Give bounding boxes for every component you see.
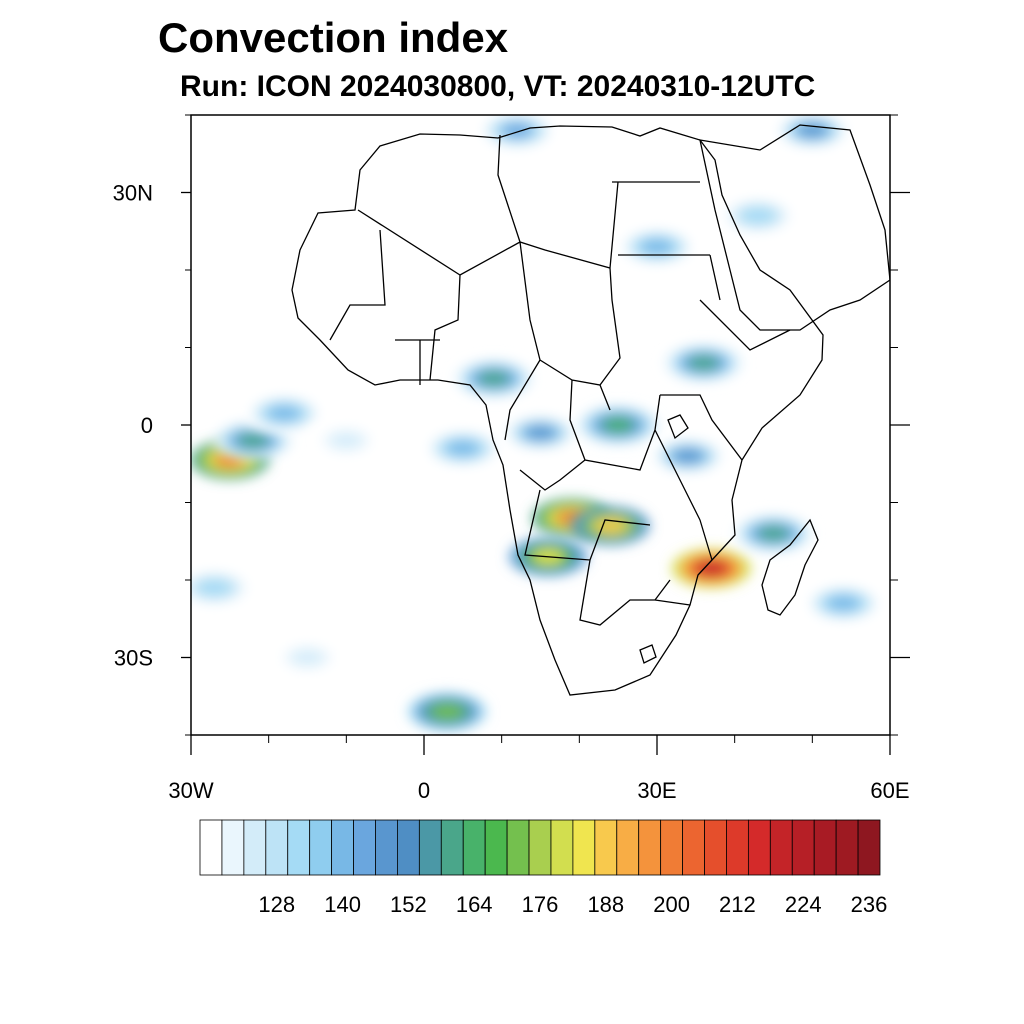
colorbar-swatch [791, 819, 815, 876]
colorbar-label: 236 [851, 892, 888, 917]
convection-cell [244, 393, 325, 434]
colorbar-swatch [813, 819, 837, 876]
lesotho [639, 644, 657, 664]
lake-victoria [667, 414, 689, 440]
colorbar-swatch [857, 819, 881, 876]
lat-tick-label: 0 [141, 413, 153, 438]
convection-cell [671, 548, 752, 589]
lon-tick-label: 30W [168, 778, 213, 803]
colorbar-swatch [221, 819, 245, 876]
convection-cell [407, 691, 488, 732]
colorbar-swatch [638, 819, 662, 876]
colorbar-swatch [747, 819, 771, 876]
colorbar-swatch [397, 819, 420, 876]
colorbar-label: 188 [587, 892, 624, 917]
colorbar-swatch [309, 819, 333, 876]
chart-title: Convection index [158, 14, 509, 61]
colorbar-swatch [484, 819, 508, 876]
colorbar-swatch [594, 819, 618, 876]
convection-cell [477, 115, 558, 151]
run-subtitle: Run: ICON 2024030800, VT: 20240310-12UTC [180, 70, 816, 103]
colorbar-label: 152 [390, 892, 427, 917]
colorbar-swatch [440, 819, 464, 876]
colorbar-label: 128 [258, 892, 295, 917]
colorbar-label: 164 [456, 892, 493, 917]
convection-cell [663, 343, 744, 383]
colorbar-swatch [660, 819, 683, 876]
colorbar-swatch [375, 819, 398, 876]
convection-cell [570, 505, 651, 546]
colorbar-swatch [528, 819, 552, 876]
colorbar-swatch [265, 819, 289, 876]
colorbar: 128 140 152 164 176 188 200 212 224 236 [199, 819, 888, 917]
colorbar-label: 140 [324, 892, 361, 917]
colorbar-swatch [243, 819, 267, 876]
lon-tick-label: 60E [870, 778, 909, 803]
colorbar-swatch [769, 819, 793, 876]
axis-ticks: 30N 0 30S 30W 0 30E 60E [113, 114, 910, 803]
convection-cell [306, 420, 387, 461]
convection-cell [191, 567, 255, 608]
convection-cell [267, 637, 348, 678]
convection-cell [717, 195, 798, 236]
coastlines-borders [291, 124, 890, 696]
colorbar-swatch [572, 819, 596, 876]
colorbar-label: 176 [522, 892, 559, 917]
convection-cell [500, 412, 581, 453]
convection-cell [617, 226, 697, 267]
colorbar-swatch [682, 819, 705, 876]
lat-tick-label: 30N [113, 181, 153, 206]
colorbar-swatch [616, 819, 640, 876]
madagascar-outline [761, 518, 819, 616]
colorbar-swatch [331, 819, 354, 876]
lon-tick-label: 30E [637, 778, 676, 803]
convection-cell [803, 583, 884, 624]
lat-tick-label: 30S [114, 646, 153, 671]
colorbar-swatch [550, 819, 574, 876]
country-borders [329, 134, 791, 626]
africa-coastline [291, 125, 824, 696]
colorbar-swatch [418, 819, 442, 876]
convection-cell [453, 358, 534, 399]
colorbar-label: 200 [653, 892, 690, 917]
colorbar-swatch [199, 819, 223, 876]
lon-tick-label: 0 [418, 778, 430, 803]
colorbar-swatch [704, 819, 727, 876]
convection-cell [578, 405, 659, 445]
convection-cell [422, 428, 503, 469]
colorbar-swatch [835, 819, 859, 876]
colorbar-swatch [353, 819, 376, 876]
colorbar-label: 224 [785, 892, 822, 917]
colorbar-swatch [506, 819, 530, 876]
convection-field [191, 115, 884, 732]
colorbar-swatch [287, 819, 311, 876]
convection-cell [772, 115, 853, 151]
colorbar-swatch [726, 819, 749, 876]
convection-cell [733, 513, 814, 554]
arabia-outline [699, 124, 890, 331]
convection-cell [648, 436, 729, 476]
colorbar-label: 212 [719, 892, 756, 917]
colorbar-swatch [462, 819, 486, 876]
